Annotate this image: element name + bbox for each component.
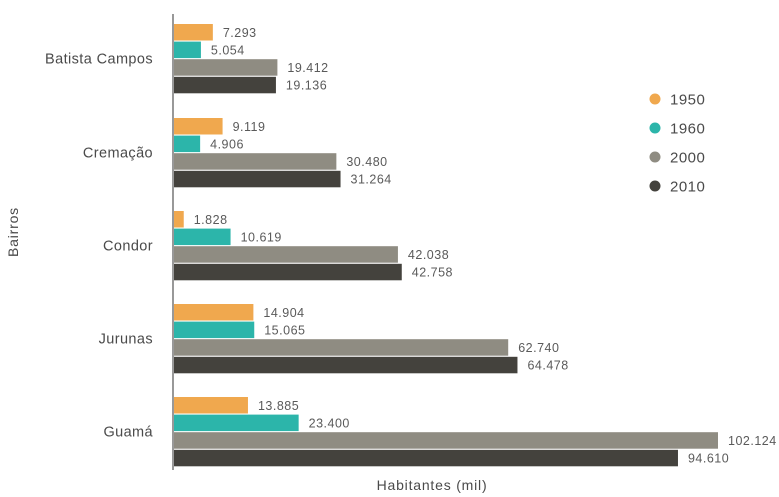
legend-label-2010: 2010 — [670, 179, 705, 196]
value-label-cremacao-1960: 4.906 — [210, 137, 244, 151]
bars-layer — [174, 24, 718, 467]
bar-jurunas-1960 — [174, 321, 255, 339]
bar-guama-2010 — [174, 449, 678, 467]
category-ticks-layer: Batista Campos Cremação Condor Jurunas Guamá — [45, 52, 153, 441]
bar-jurunas-2010 — [174, 356, 518, 374]
bar-batista-campos-2000 — [174, 59, 278, 76]
value-label-jurunas-1950: 14.904 — [263, 306, 304, 320]
x-axis-title: Habitantes (mil) — [377, 477, 488, 493]
value-label-guama-1950: 13.885 — [258, 399, 299, 413]
bar-condor-2010 — [174, 263, 402, 281]
bar-jurunas-2000 — [174, 339, 509, 356]
legend-swatch-1960 — [649, 122, 661, 134]
category-tick-jurunas: Jurunas — [99, 332, 153, 348]
legend-swatch-1950 — [649, 93, 661, 105]
legend-item-1950: 1950 — [649, 92, 705, 109]
legend-swatch-2010 — [649, 180, 661, 192]
value-label-condor-1950: 1.828 — [194, 213, 228, 227]
bar-jurunas-1950 — [174, 304, 254, 321]
value-label-cremacao-2000: 30.480 — [346, 155, 387, 169]
value-labels-layer: 7.293 5.054 19.412 19.136 9.119 4.906 30.480 31… — [194, 26, 777, 466]
bar-condor-1950 — [174, 211, 184, 228]
value-label-batista-campos-1950: 7.293 — [223, 26, 257, 40]
legend-label-2000: 2000 — [670, 150, 705, 167]
legend-item-2010: 2010 — [649, 179, 705, 196]
legend-swatch-2000 — [649, 151, 661, 163]
value-label-batista-campos-2010: 19.136 — [286, 79, 327, 93]
bar-guama-2000 — [174, 432, 718, 449]
value-label-jurunas-2010: 64.478 — [527, 359, 568, 373]
value-label-cremacao-1950: 9.119 — [233, 120, 266, 134]
bar-batista-campos-1950 — [174, 24, 213, 41]
y-axis-title: Bairros — [5, 207, 21, 257]
value-label-guama-2000: 102.124 — [728, 434, 777, 448]
bar-cremacao-1950 — [174, 118, 223, 135]
value-label-condor-1960: 10.619 — [241, 230, 282, 244]
category-tick-batista-campos: Batista Campos — [45, 52, 153, 68]
value-label-condor-2010: 42.758 — [412, 266, 453, 280]
bar-guama-1960 — [174, 414, 299, 432]
bar-guama-1950 — [174, 397, 248, 414]
legend-item-2000: 2000 — [649, 150, 705, 167]
category-tick-guama: Guamá — [103, 425, 153, 441]
value-label-batista-campos-1960: 5.054 — [211, 43, 245, 57]
value-label-guama-2010: 94.610 — [688, 452, 729, 466]
value-label-condor-2000: 42.038 — [408, 248, 449, 262]
bar-cremacao-2000 — [174, 153, 337, 170]
value-label-cremacao-2010: 31.264 — [351, 173, 392, 187]
bar-cremacao-2010 — [174, 170, 341, 188]
value-label-batista-campos-2000: 19.412 — [287, 61, 328, 75]
bar-cremacao-1960 — [174, 135, 201, 153]
category-tick-cremacao: Cremação — [83, 146, 153, 162]
legend: 1950 1960 2000 2010 — [649, 92, 705, 196]
legend-item-1960: 1960 — [649, 121, 705, 138]
bar-condor-2000 — [174, 246, 398, 263]
legend-label-1960: 1960 — [670, 121, 705, 138]
bar-batista-campos-1960 — [174, 41, 201, 59]
category-tick-condor: Condor — [103, 239, 153, 255]
bar-condor-1960 — [174, 228, 231, 246]
legend-label-1950: 1950 — [670, 92, 705, 109]
bar-batista-campos-2010 — [174, 76, 276, 94]
value-label-jurunas-1960: 15.065 — [264, 323, 305, 337]
value-label-guama-1960: 23.400 — [309, 416, 350, 430]
value-label-jurunas-2000: 62.740 — [518, 341, 559, 355]
